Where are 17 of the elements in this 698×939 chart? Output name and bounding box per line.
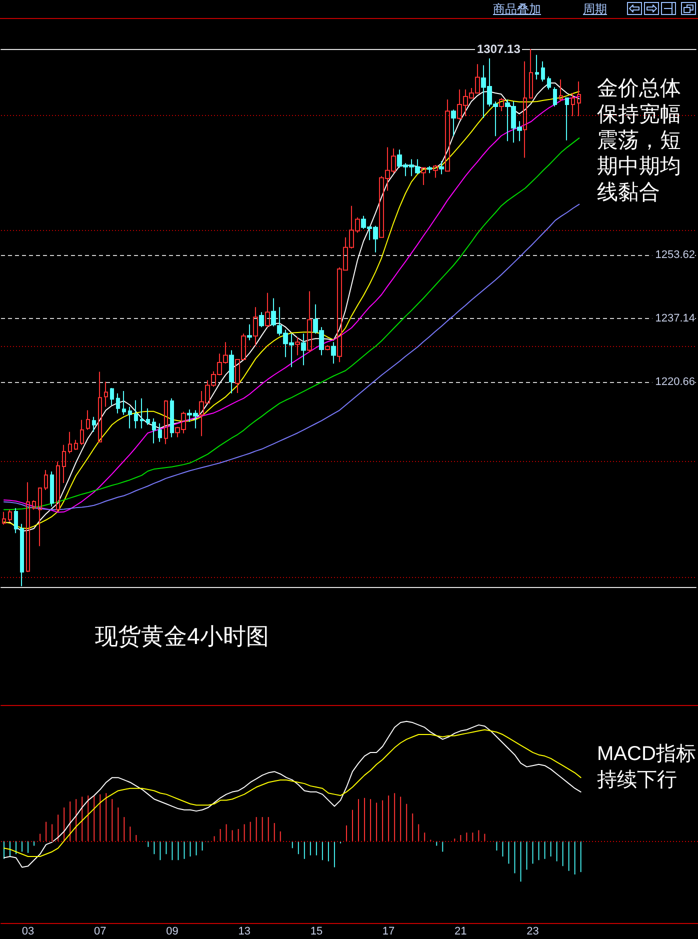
text: 周期 [583, 1, 607, 17]
x-tick-label: 13 [238, 926, 250, 938]
x-tick-label: 17 [382, 926, 395, 938]
x-tick-label: 03 [22, 926, 34, 938]
text: 商品叠加 [493, 1, 541, 17]
text: MACD指标持续下行 [597, 742, 697, 793]
x-tick-label: 23 [526, 926, 539, 938]
y-tick-label: 1220.66 [655, 376, 695, 388]
y-tick-label: 1253.62 [655, 249, 695, 262]
text: 金价总体保持宽幅震荡，短期中期均线黏合 [597, 75, 682, 205]
text: 现货黄金4小时图 [95, 622, 269, 651]
x-tick-label: 15 [310, 926, 323, 938]
y-tick-label: 1237.14 [655, 312, 695, 324]
x-tick-label: 21 [454, 926, 467, 938]
x-tick-label: 09 [166, 926, 178, 938]
annotation: 1307.13 [475, 42, 522, 56]
x-tick-label: 07 [94, 926, 106, 938]
